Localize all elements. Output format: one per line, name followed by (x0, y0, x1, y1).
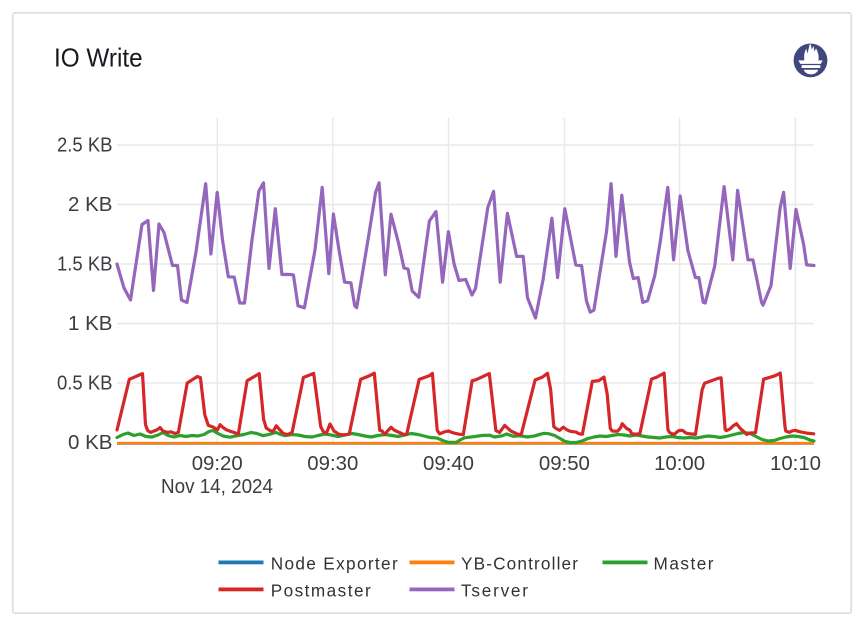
svg-text:09:50: 09:50 (539, 452, 590, 475)
svg-text:10:00: 10:00 (654, 452, 705, 475)
svg-text:Nov 14, 2024: Nov 14, 2024 (161, 475, 273, 498)
svg-text:10:10: 10:10 (770, 452, 821, 475)
svg-text:Master: Master (654, 553, 714, 573)
svg-text:0 KB: 0 KB (68, 431, 113, 454)
svg-text:0.5 KB: 0.5 KB (57, 372, 113, 395)
svg-text:2.5 KB: 2.5 KB (57, 134, 113, 157)
svg-text:2 KB: 2 KB (68, 193, 113, 216)
svg-text:YB-Controller: YB-Controller (461, 553, 578, 573)
svg-text:1 KB: 1 KB (68, 312, 113, 335)
svg-text:Node Exporter: Node Exporter (271, 553, 398, 573)
svg-text:Postmaster: Postmaster (271, 580, 371, 600)
svg-text:1.5 KB: 1.5 KB (57, 253, 113, 276)
svg-text:09:20: 09:20 (192, 452, 243, 475)
svg-text:Tserver: Tserver (461, 580, 528, 600)
svg-text:09:30: 09:30 (307, 452, 358, 475)
svg-text:IO Write: IO Write (54, 42, 143, 72)
svg-text:09:40: 09:40 (423, 452, 474, 475)
